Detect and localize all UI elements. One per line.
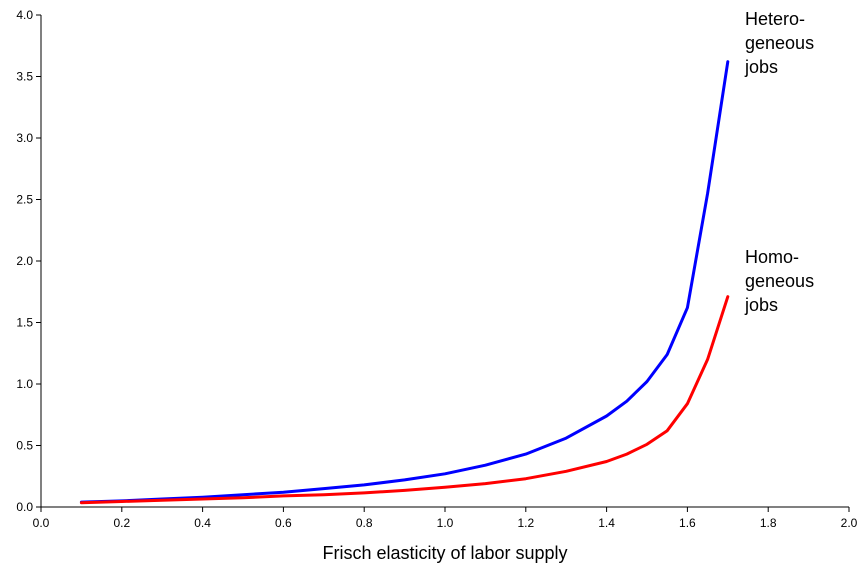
series-label-1-line-1: geneous (745, 271, 814, 291)
y-tick-label: 3.5 (16, 70, 33, 84)
x-tick-label: 0.6 (275, 516, 292, 530)
y-tick-label: 3.0 (16, 131, 33, 145)
x-tick-label: 0.8 (356, 516, 373, 530)
series-label-0-line-1: geneous (745, 33, 814, 53)
x-tick-label: 1.6 (679, 516, 696, 530)
x-tick-label: 1.2 (517, 516, 534, 530)
y-tick-label: 1.0 (16, 377, 33, 391)
series-label-0-line-0: Hetero- (745, 9, 805, 29)
axes: 0.0 0.2 0.4 0.6 0.8 1.0 1.2 1.4 1.6 1.8 2.0 0.0 0.5 1… (16, 8, 857, 530)
x-tick-label: 2.0 (841, 516, 858, 530)
x-tick-label: 1.8 (760, 516, 777, 530)
x-tick-label: 0.4 (194, 516, 211, 530)
y-tick-label: 4.0 (16, 8, 33, 22)
series-label-1-line-2: jobs (744, 295, 778, 315)
x-tick-label: 1.4 (598, 516, 615, 530)
series-label-0-line-2: jobs (744, 57, 778, 77)
y-tick-label: 2.5 (16, 193, 33, 207)
y-tick-label: 1.5 (16, 316, 33, 330)
series-line-1 (79, 295, 730, 505)
series-group (79, 60, 730, 505)
series-line-0 (79, 60, 730, 504)
x-tick-label: 1.0 (437, 516, 454, 530)
series-labels: Hetero-geneous jobs Homo-geneous jobs (744, 9, 814, 315)
x-axis-title: Frisch elasticity of labor supply (322, 543, 567, 563)
series-label-1-line-0: Homo- (745, 247, 799, 267)
x-tick-label: 0.0 (33, 516, 50, 530)
y-tick-label: 0.5 (16, 439, 33, 453)
x-tick-label: 0.2 (113, 516, 130, 530)
y-tick-label: 2.0 (16, 254, 33, 268)
y-tick-label: 0.0 (16, 500, 33, 514)
